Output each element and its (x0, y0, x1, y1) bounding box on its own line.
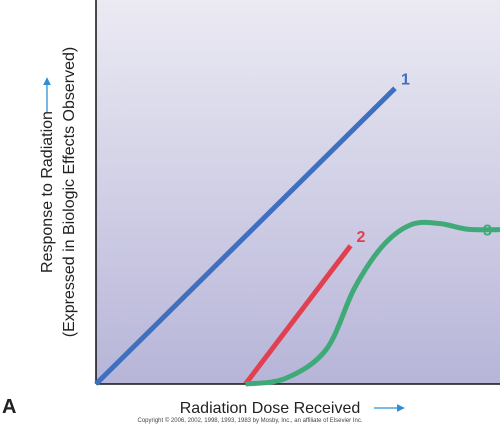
x-axis-label: Radiation Dose Received (180, 400, 361, 417)
panel-letter: A (2, 396, 16, 418)
copyright-notice: Copyright © 2006, 2002, 1998, 1993, 1983… (137, 418, 363, 424)
series-line-2 (243, 244, 353, 386)
series-label-1: 1 (401, 71, 410, 88)
y-axis-label-line2: (Expressed in Biologic Effects Observed) (61, 47, 78, 338)
series-label-2: 2 (357, 229, 366, 246)
series-line-1 (94, 86, 397, 386)
y-axis-label-line1: Response to Radiation (39, 111, 56, 273)
series-line-3 (245, 219, 500, 387)
series-label-3: 3 (483, 223, 492, 240)
